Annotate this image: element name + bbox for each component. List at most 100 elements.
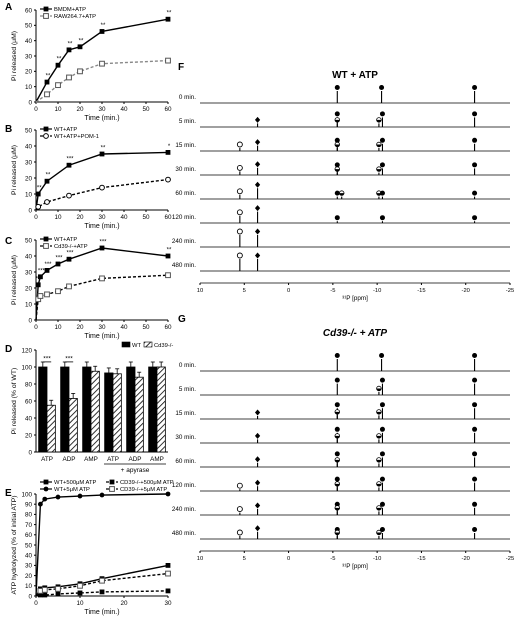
data-point <box>165 563 171 568</box>
data-point <box>165 16 171 22</box>
data-point <box>55 591 61 597</box>
data-point <box>44 91 50 98</box>
y-tick-label: 20 <box>25 69 33 76</box>
x-tick-label: 10 <box>197 288 203 294</box>
data-point <box>99 60 105 67</box>
x-tick-label: 0 <box>34 600 38 607</box>
significance-label: ** <box>167 11 172 17</box>
adp-peak-marker-fill <box>339 193 345 196</box>
data-point <box>165 491 171 497</box>
x-tick-label: 0 <box>287 556 290 562</box>
atp-peak-marker <box>472 476 478 482</box>
amp-peak-marker <box>254 432 261 439</box>
y-tick-label: 60 <box>25 532 33 539</box>
x-tick-label: 0 <box>34 106 38 113</box>
legend-entry: CD39-/-+500μM ATP <box>120 480 174 486</box>
x-tick-label: 20 <box>76 324 84 331</box>
x-axis-label: Time (min.) <box>84 115 119 122</box>
y-tick-label: 40 <box>25 38 33 45</box>
x-tick-label: 5 <box>243 556 246 562</box>
atp-peak-marker <box>472 353 478 358</box>
x-tick-label: 10 <box>54 106 62 113</box>
y-tick-label: 10 <box>25 301 33 308</box>
panel-d: D 0 20 40 60 80 100 120 Pi released (% of WT) ATP… <box>5 341 173 474</box>
amp-peak-marker <box>254 181 261 188</box>
adp-peak-marker-fill <box>334 507 340 511</box>
x-tick-label: -10 <box>373 288 381 294</box>
data-point <box>77 582 83 589</box>
significance-label: *** <box>66 251 74 257</box>
amp-peak-marker <box>254 252 261 259</box>
y-axis-label: Pi released (% of WT) <box>11 368 18 434</box>
time-label: 5 min. <box>179 118 196 125</box>
y-tick-label: 50 <box>25 237 33 244</box>
data-point <box>99 577 105 584</box>
legend-marker <box>109 486 115 492</box>
x-tick-label: 40 <box>120 106 128 113</box>
adp-peak-marker-fill <box>376 532 382 535</box>
data-point <box>38 592 43 598</box>
time-label: 120 min. <box>172 214 196 221</box>
series-line-0 <box>35 151 169 211</box>
significance-label: *** <box>43 355 51 362</box>
atp-peak-marker <box>472 162 478 168</box>
time-label: 240 min. <box>172 506 196 513</box>
pi-peak-marker <box>236 164 243 171</box>
adp-peak-marker-fill <box>334 169 340 172</box>
data-point <box>55 261 61 267</box>
x-tick-label: -25 <box>506 288 514 294</box>
amp-peak-marker <box>254 409 261 416</box>
adp-peak-marker-fill <box>376 459 382 463</box>
data-point <box>44 199 50 205</box>
significance-label: ** <box>57 57 62 63</box>
x-tick-label: 20 <box>120 600 128 607</box>
significance-label: * <box>168 144 171 150</box>
y-tick-label: 10 <box>25 583 33 590</box>
x-tick-label: 10 <box>76 600 84 607</box>
atp-peak-marker <box>472 451 478 457</box>
amp-peak-marker <box>254 139 261 146</box>
legend-marker <box>43 126 49 132</box>
legend-entry: WT+ATP <box>54 127 77 133</box>
x-tick-label: -5 <box>330 288 335 294</box>
x-axis-label: Time (min.) <box>84 609 119 616</box>
bar-wt <box>38 366 48 453</box>
data-point <box>66 283 72 290</box>
atp-peak-marker <box>379 111 385 117</box>
y-tick-label: 40 <box>25 553 33 560</box>
atp-peak-marker <box>379 377 385 383</box>
series-line-1 <box>35 178 169 211</box>
x-tick-label: 5 <box>243 288 246 294</box>
x-tick-label: 50 <box>142 214 150 221</box>
y-tick-label: 0 <box>28 99 32 106</box>
data-point <box>77 493 83 499</box>
atp-peak-marker <box>379 215 385 221</box>
atp-peak-marker <box>472 190 478 196</box>
y-tick-label: 30 <box>25 53 33 60</box>
significance-label: *** <box>44 262 52 268</box>
amp-peak-marker <box>254 502 261 509</box>
adp-peak-marker-fill <box>334 411 340 415</box>
adp-peak-marker-fill <box>376 411 382 415</box>
bar-cd39 <box>68 398 78 453</box>
y-tick-label: 20 <box>25 573 33 580</box>
adp-peak-marker-fill <box>376 119 382 123</box>
y-tick-label: 50 <box>25 542 33 549</box>
atp-peak-marker <box>379 190 385 196</box>
data-point <box>165 150 171 155</box>
panel-letter: B <box>5 124 12 135</box>
y-axis-label: Pi released (μM) <box>11 145 18 195</box>
legend-entry: Cd39-/- <box>154 343 173 349</box>
y-axis-label: Pi released (μM) <box>11 255 18 305</box>
x-tick-label: 10 <box>197 556 203 562</box>
adp-peak-marker-fill <box>376 388 382 391</box>
adp-peak-marker-fill <box>376 169 382 172</box>
y-tick-label: 80 <box>25 381 33 388</box>
bar-cd39 <box>156 366 166 453</box>
data-point <box>35 191 41 197</box>
x-tick-label: 40 <box>120 214 128 221</box>
x-tick-label: -20 <box>462 556 470 562</box>
category-label: ADP <box>129 456 142 463</box>
y-tick-label: 60 <box>25 398 33 405</box>
